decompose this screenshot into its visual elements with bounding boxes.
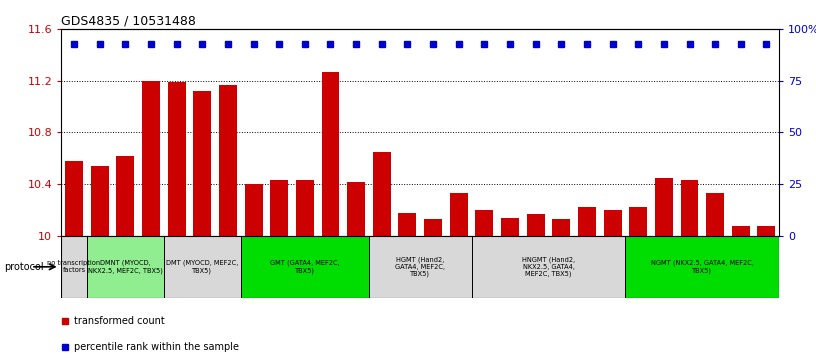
Bar (296, 180, 314, 236)
Bar (270, 180, 288, 236)
Bar (167, 82, 185, 236)
Bar (629, 208, 647, 236)
Bar (245, 184, 263, 236)
Bar (61, 236, 86, 298)
Text: percentile rank within the sample: percentile rank within the sample (74, 342, 239, 352)
Text: transformed count: transformed count (74, 316, 165, 326)
Text: no transcription
factors: no transcription factors (47, 260, 100, 273)
Bar (476, 210, 494, 236)
Bar (241, 236, 369, 298)
Bar (732, 226, 750, 236)
Bar (501, 218, 519, 236)
Bar (164, 236, 241, 298)
Text: protocol: protocol (4, 262, 44, 272)
Bar (706, 193, 724, 236)
Bar (604, 210, 622, 236)
Bar (552, 219, 570, 236)
Bar (373, 152, 391, 236)
Bar (193, 91, 211, 236)
Bar (655, 178, 673, 236)
Text: HGMT (Hand2,
GATA4, MEF2C,
TBX5): HGMT (Hand2, GATA4, MEF2C, TBX5) (395, 256, 446, 277)
Bar (65, 161, 83, 236)
Text: DMT (MYOCD, MEF2C,
TBX5): DMT (MYOCD, MEF2C, TBX5) (166, 260, 238, 274)
Bar (219, 85, 237, 236)
Bar (681, 180, 698, 236)
Bar (424, 219, 442, 236)
Bar (398, 213, 416, 236)
Bar (625, 236, 779, 298)
Text: NGMT (NKX2.5, GATA4, MEF2C,
TBX5): NGMT (NKX2.5, GATA4, MEF2C, TBX5) (651, 260, 754, 274)
Bar (472, 236, 625, 298)
Bar (91, 166, 109, 236)
Bar (322, 72, 339, 236)
Text: DMNT (MYOCD,
NKX2.5, MEF2C, TBX5): DMNT (MYOCD, NKX2.5, MEF2C, TBX5) (88, 260, 162, 274)
Bar (86, 236, 164, 298)
Bar (526, 214, 544, 236)
Bar (450, 193, 468, 236)
Bar (757, 226, 775, 236)
Text: GDS4835 / 10531488: GDS4835 / 10531488 (61, 15, 196, 28)
Bar (117, 156, 135, 236)
Bar (142, 81, 160, 236)
Text: HNGMT (Hand2,
NKX2.5, GATA4,
MEF2C, TBX5): HNGMT (Hand2, NKX2.5, GATA4, MEF2C, TBX5… (522, 256, 575, 277)
Text: GMT (GATA4, MEF2C,
TBX5): GMT (GATA4, MEF2C, TBX5) (270, 260, 339, 274)
Bar (369, 236, 472, 298)
Bar (347, 182, 365, 236)
Bar (578, 208, 596, 236)
